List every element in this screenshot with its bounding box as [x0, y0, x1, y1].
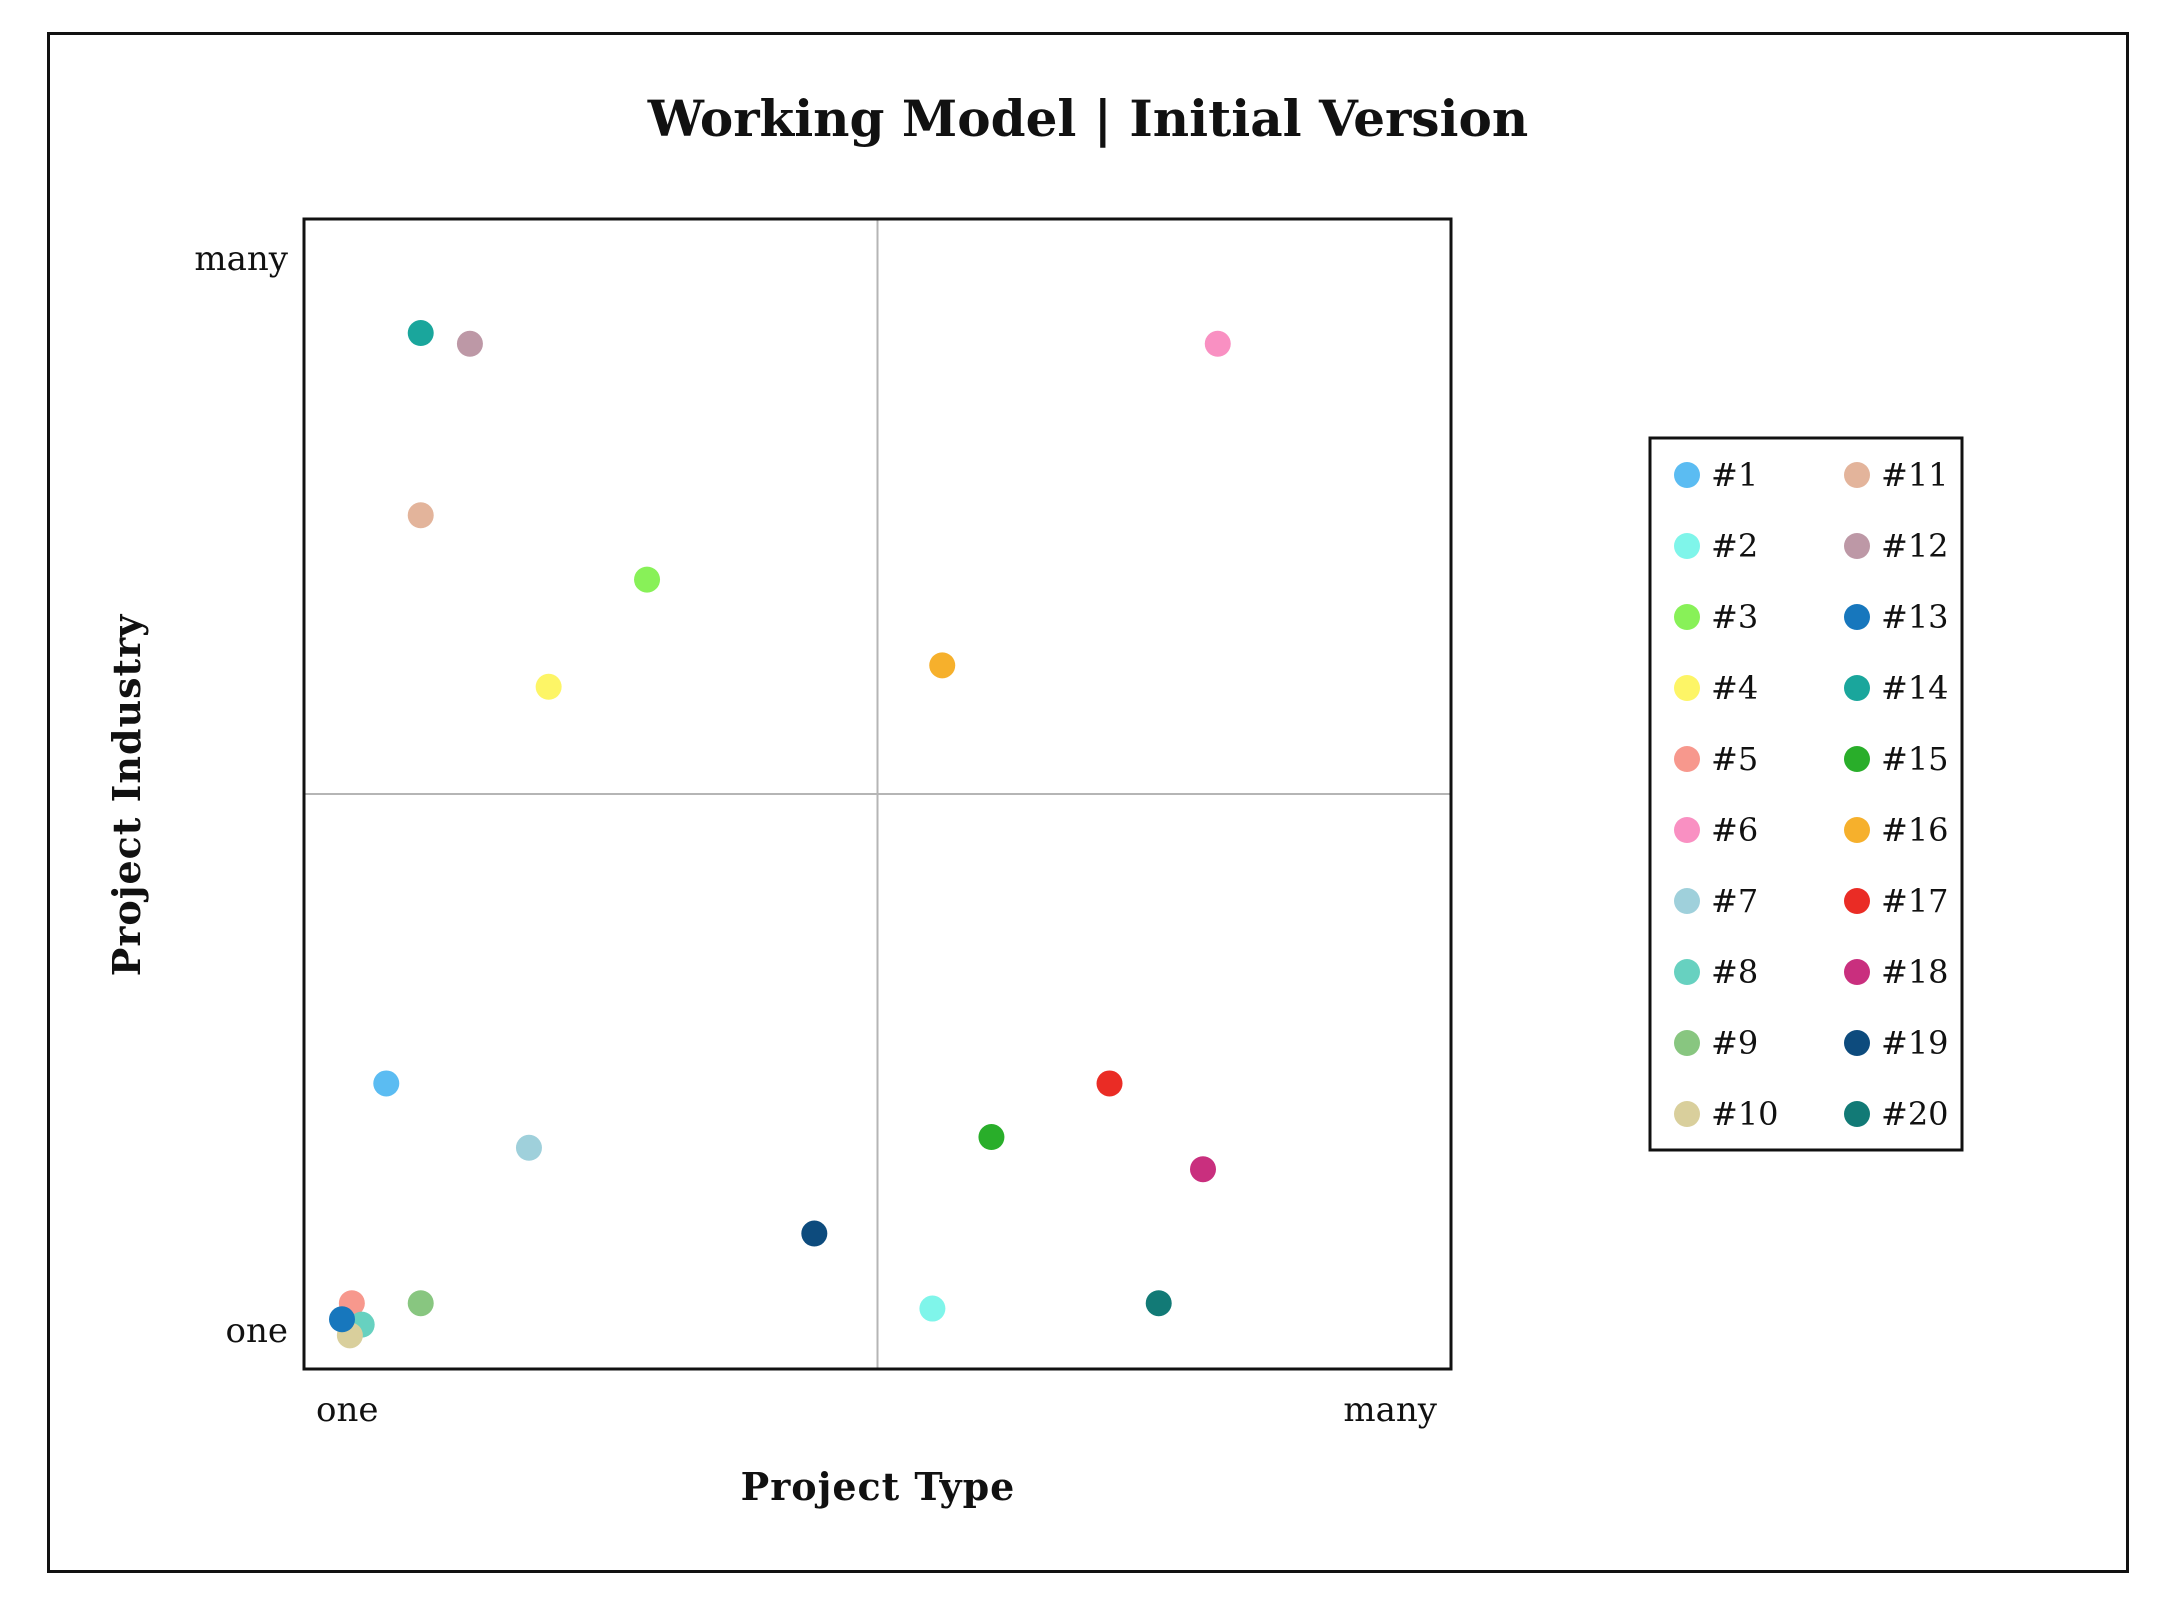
- plot-area: one many one many: [194, 217, 1453, 1430]
- data-point: [1145, 1290, 1172, 1317]
- legend-label: #7: [1711, 882, 1758, 920]
- data-point: [407, 1290, 434, 1317]
- data-point: [373, 1070, 400, 1097]
- legend-marker: [1674, 1101, 1700, 1127]
- y-tick-label: one: [226, 1311, 289, 1351]
- x-tick-label: many: [1343, 1390, 1437, 1430]
- legend-label: #9: [1711, 1024, 1758, 1062]
- legend-label: #10: [1711, 1095, 1779, 1133]
- legend-marker: [1674, 462, 1700, 488]
- legend-marker: [1844, 1101, 1870, 1127]
- legend-marker: [1674, 675, 1700, 701]
- data-point: [634, 566, 661, 593]
- legend-label: #4: [1711, 669, 1758, 707]
- legend-label: #11: [1881, 456, 1949, 494]
- data-point: [919, 1295, 946, 1322]
- data-point: [407, 502, 434, 529]
- chart-title: Working Model | Initial Version: [647, 89, 1528, 149]
- legend-marker: [1674, 817, 1700, 843]
- legend-label: #15: [1881, 740, 1949, 778]
- data-point: [801, 1220, 828, 1247]
- legend-label: #5: [1711, 740, 1758, 778]
- legend-label: #19: [1881, 1024, 1949, 1062]
- legend-label: #13: [1881, 598, 1949, 636]
- legend-label: #3: [1711, 598, 1758, 636]
- data-point: [456, 330, 483, 357]
- data-point: [1190, 1156, 1216, 1183]
- data-point: [407, 320, 434, 347]
- legend-marker: [1674, 1030, 1700, 1056]
- x-tick-label: one: [316, 1390, 379, 1430]
- legend-label: #14: [1881, 669, 1949, 707]
- legend-marker: [1844, 604, 1870, 630]
- data-point: [329, 1306, 355, 1333]
- legend-label: #6: [1711, 811, 1758, 849]
- legend-marker: [1674, 533, 1700, 559]
- legend-marker: [1844, 675, 1870, 701]
- legend-marker: [1844, 817, 1870, 843]
- legend-marker: [1844, 888, 1870, 914]
- data-point: [1096, 1070, 1123, 1097]
- legend-marker: [1674, 746, 1700, 772]
- legend-label: #12: [1881, 527, 1949, 565]
- legend-marker: [1844, 462, 1870, 488]
- legend-marker: [1674, 959, 1700, 985]
- x-axis-label: Project Type: [741, 1464, 1016, 1509]
- legend-marker: [1674, 604, 1700, 630]
- legend-label: #8: [1711, 953, 1758, 991]
- legend-label: #1: [1711, 456, 1758, 494]
- legend-marker: [1844, 1030, 1870, 1056]
- data-point: [978, 1124, 1005, 1151]
- legend: #1 #2 #3 #4 #5 #6 #7 #8 #9 #10 #11 #12 #13 #14 #15 #16 #…: [1648, 436, 1964, 1152]
- data-point: [535, 673, 562, 700]
- legend-marker: [1674, 888, 1700, 914]
- legend-label: #20: [1881, 1095, 1949, 1133]
- data-point: [1204, 330, 1231, 357]
- legend-label: #16: [1881, 811, 1949, 849]
- legend-marker: [1844, 959, 1870, 985]
- plot-border: [302, 217, 1453, 1371]
- legend-box: [1648, 436, 1964, 1152]
- data-point: [515, 1134, 542, 1161]
- chart-frame: [47, 32, 2129, 1573]
- legend-marker: [1844, 746, 1870, 772]
- legend-marker: [1844, 533, 1870, 559]
- data-point: [929, 652, 956, 679]
- y-tick-label: many: [194, 239, 288, 279]
- legend-label: #2: [1711, 527, 1758, 565]
- legend-label: #17: [1881, 882, 1949, 920]
- legend-label: #18: [1881, 953, 1949, 991]
- y-axis-label: Project Industry: [104, 614, 149, 976]
